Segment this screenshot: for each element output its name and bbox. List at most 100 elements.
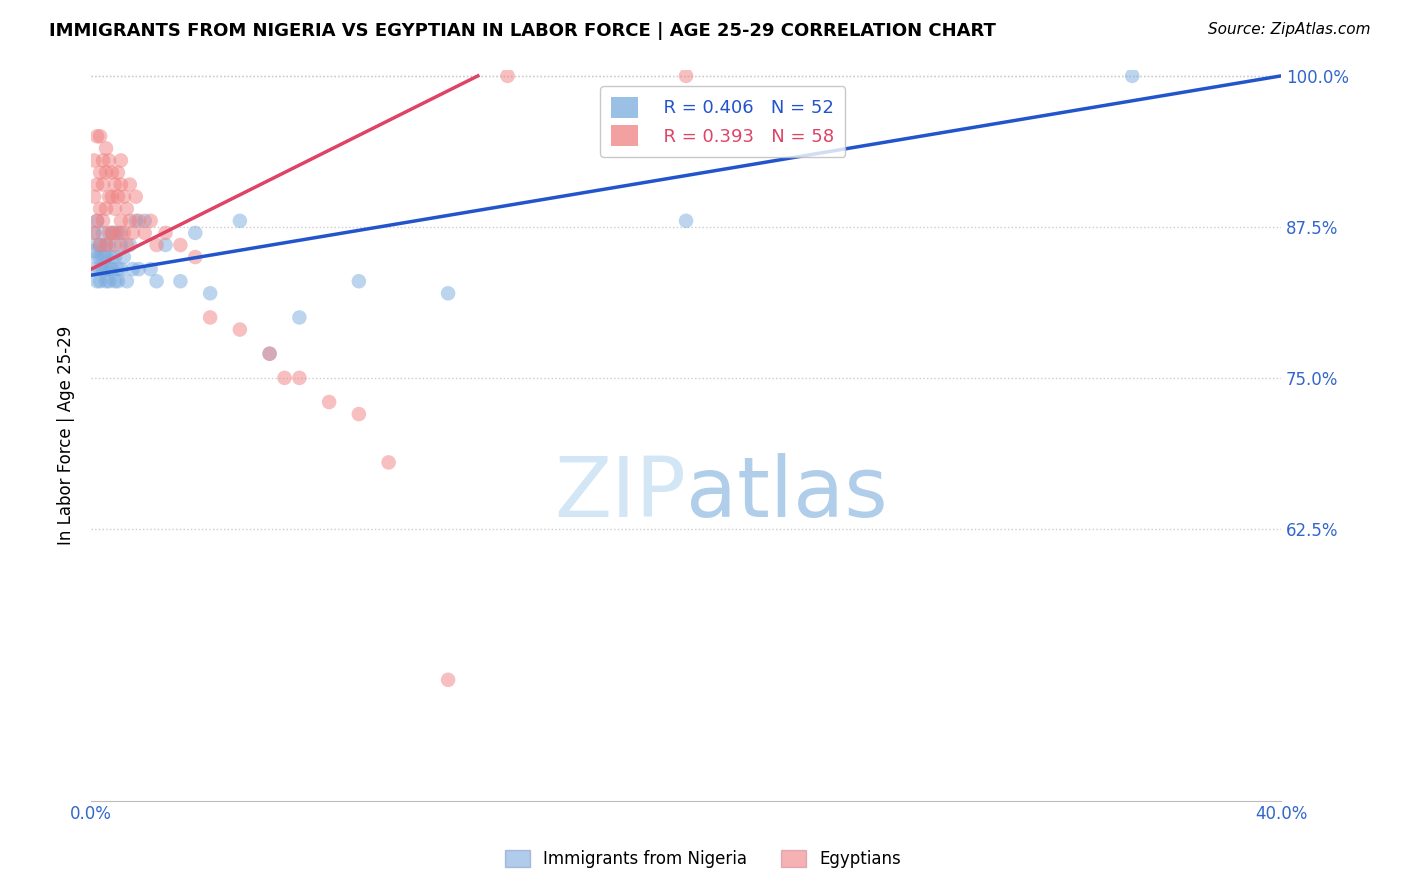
- Point: [107, 274, 129, 288]
- Point: [89, 274, 111, 288]
- Point: [184, 250, 207, 264]
- Point: [121, 262, 143, 277]
- Point: [145, 238, 167, 252]
- Point: [110, 238, 132, 252]
- Point: [107, 262, 129, 277]
- Point: [94, 165, 117, 179]
- Point: [318, 395, 340, 409]
- Point: [145, 274, 167, 288]
- Point: [115, 202, 138, 216]
- Point: [89, 165, 111, 179]
- Point: [139, 262, 162, 277]
- Point: [184, 226, 207, 240]
- Point: [198, 286, 221, 301]
- Point: [273, 371, 295, 385]
- Point: [86, 274, 108, 288]
- Point: [112, 189, 135, 203]
- Point: [86, 238, 108, 252]
- Text: IMMIGRANTS FROM NIGERIA VS EGYPTIAN IN LABOR FORCE | AGE 25-29 CORRELATION CHART: IMMIGRANTS FROM NIGERIA VS EGYPTIAN IN L…: [49, 22, 995, 40]
- Point: [86, 250, 108, 264]
- Point: [94, 250, 117, 264]
- Point: [98, 238, 121, 252]
- Point: [134, 226, 156, 240]
- Point: [104, 202, 127, 216]
- Point: [1121, 69, 1143, 83]
- Point: [91, 178, 114, 192]
- Point: [86, 214, 108, 228]
- Point: [94, 202, 117, 216]
- Y-axis label: In Labor Force | Age 25-29: In Labor Force | Age 25-29: [58, 326, 75, 545]
- Point: [86, 214, 108, 228]
- Point: [94, 238, 117, 252]
- Point: [104, 178, 127, 192]
- Point: [86, 129, 108, 144]
- Point: [118, 178, 141, 192]
- Point: [110, 226, 132, 240]
- Point: [83, 153, 105, 168]
- Point: [229, 322, 252, 336]
- Point: [98, 189, 121, 203]
- Point: [121, 226, 143, 240]
- Point: [155, 238, 177, 252]
- Point: [112, 226, 135, 240]
- Point: [134, 214, 156, 228]
- Point: [118, 238, 141, 252]
- Point: [110, 178, 132, 192]
- Point: [437, 286, 460, 301]
- Point: [110, 214, 132, 228]
- Point: [118, 214, 141, 228]
- Point: [91, 262, 114, 277]
- Point: [83, 226, 105, 240]
- Point: [125, 214, 148, 228]
- Point: [89, 262, 111, 277]
- Point: [91, 153, 114, 168]
- Point: [104, 250, 127, 264]
- Point: [229, 214, 252, 228]
- Point: [110, 153, 132, 168]
- Point: [155, 226, 177, 240]
- Point: [115, 274, 138, 288]
- Point: [83, 226, 105, 240]
- Point: [169, 238, 191, 252]
- Point: [104, 226, 127, 240]
- Point: [89, 238, 111, 252]
- Point: [104, 238, 127, 252]
- Point: [89, 129, 111, 144]
- Point: [91, 214, 114, 228]
- Point: [94, 238, 117, 252]
- Legend: Immigrants from Nigeria, Egyptians: Immigrants from Nigeria, Egyptians: [499, 843, 907, 875]
- Point: [437, 673, 460, 687]
- Point: [83, 244, 105, 258]
- Point: [347, 274, 370, 288]
- Point: [91, 226, 114, 240]
- Point: [675, 69, 697, 83]
- Point: [288, 310, 311, 325]
- Text: Source: ZipAtlas.com: Source: ZipAtlas.com: [1208, 22, 1371, 37]
- Point: [101, 226, 124, 240]
- Point: [89, 202, 111, 216]
- Point: [675, 214, 697, 228]
- Point: [115, 238, 138, 252]
- Point: [86, 178, 108, 192]
- Point: [91, 250, 114, 264]
- Point: [83, 262, 105, 277]
- Legend:   R = 0.406   N = 52,   R = 0.393   N = 58: R = 0.406 N = 52, R = 0.393 N = 58: [600, 87, 845, 157]
- Point: [89, 238, 111, 252]
- Point: [112, 250, 135, 264]
- Point: [288, 371, 311, 385]
- Point: [98, 153, 121, 168]
- Point: [101, 250, 124, 264]
- Point: [107, 189, 129, 203]
- Point: [101, 226, 124, 240]
- Point: [98, 274, 121, 288]
- Point: [94, 274, 117, 288]
- Point: [94, 262, 117, 277]
- Point: [496, 69, 519, 83]
- Point: [101, 165, 124, 179]
- Point: [104, 274, 127, 288]
- Point: [198, 310, 221, 325]
- Point: [128, 262, 150, 277]
- Point: [377, 455, 399, 469]
- Text: ZIP: ZIP: [554, 453, 686, 534]
- Point: [94, 141, 117, 155]
